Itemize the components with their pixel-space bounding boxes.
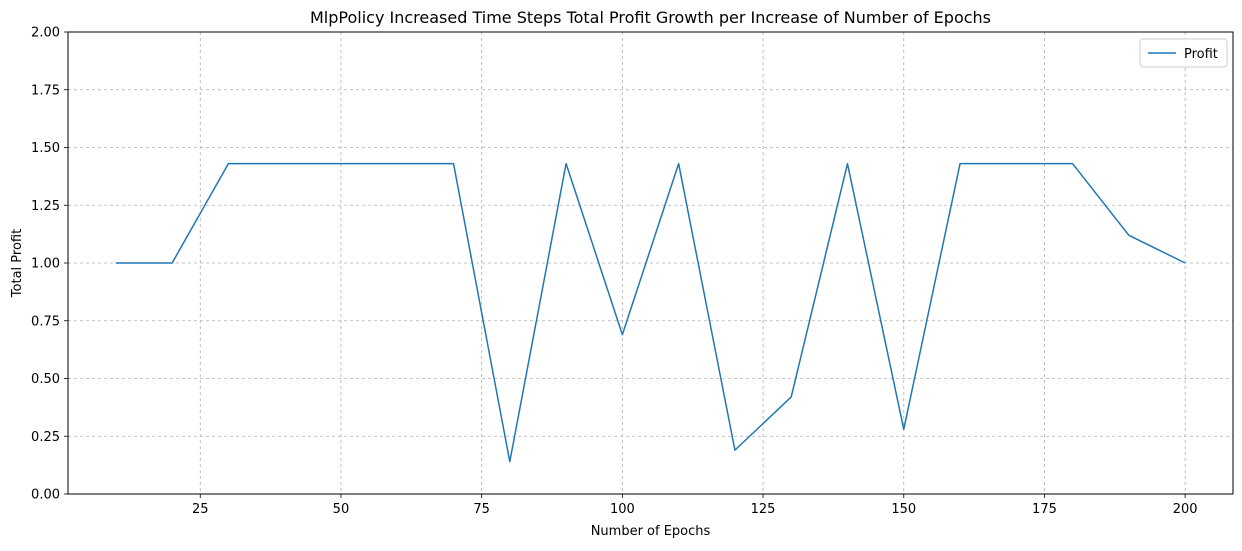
y-tick-label: 1.25 (31, 199, 60, 214)
data-point (227, 162, 229, 164)
legend-frame (1139, 38, 1228, 68)
data-point (790, 396, 792, 398)
y-axis-label: Total Profit (10, 229, 25, 298)
legend: Profit (1139, 38, 1228, 68)
y-tick-label: 0.00 (31, 488, 60, 503)
y-tick-label: 0.25 (31, 430, 60, 445)
x-tick-label: 125 (751, 502, 776, 517)
x-tick-label: 175 (1032, 502, 1057, 517)
y-tick-label: 1.00 (31, 257, 60, 272)
data-point (903, 428, 905, 430)
series-line-profit (115, 162, 1186, 463)
data-point (1184, 262, 1186, 264)
grid-layer (68, 31, 1233, 495)
data-point (846, 162, 848, 164)
y-tick-label: 0.50 (31, 372, 60, 387)
y-tick-label: 2.00 (31, 26, 60, 41)
tick-layer: 25 50 75 100 125 150 175 200 0.00 0.25 0.50 0.75 1.0… (31, 26, 1198, 518)
legend-label: Profit (1184, 47, 1218, 62)
x-tick-label: 75 (473, 502, 490, 517)
data-point (283, 162, 285, 164)
data-point (1128, 234, 1130, 236)
x-tick-label: 50 (333, 502, 350, 517)
y-tick-label: 1.75 (31, 83, 60, 98)
data-point (340, 162, 342, 164)
x-tick-label: 200 (1173, 502, 1198, 517)
data-point (565, 162, 567, 164)
x-tick-label: 25 (192, 502, 209, 517)
data-point (171, 262, 173, 264)
data-point (452, 162, 454, 164)
data-point (1071, 162, 1073, 164)
data-point (396, 162, 398, 164)
data-point (677, 162, 679, 164)
data-point (509, 460, 511, 462)
x-tick-label: 100 (610, 502, 635, 517)
series-layer (115, 162, 1186, 463)
chart-title: MlpPolicy Increased Time Steps Total Pro… (310, 8, 991, 27)
data-point (115, 262, 117, 264)
data-point (1015, 162, 1017, 164)
data-point (734, 449, 736, 451)
data-point (959, 162, 961, 164)
x-tick-label: 150 (891, 502, 916, 517)
y-tick-label: 1.50 (31, 141, 60, 156)
x-axis-label: Number of Epochs (591, 524, 711, 539)
data-point (621, 333, 623, 335)
y-tick-label: 0.75 (31, 314, 60, 329)
